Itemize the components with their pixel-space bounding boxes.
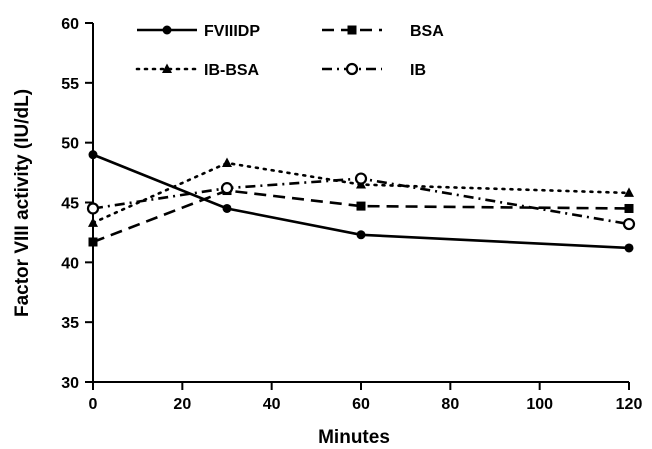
data-point — [624, 187, 634, 197]
data-point — [88, 217, 98, 227]
legend-item: FVIIIDP — [137, 23, 260, 40]
legend-label: FVIIIDP — [204, 23, 260, 40]
legend-label: IB — [410, 62, 426, 79]
series-line — [92, 177, 630, 226]
data-point — [88, 150, 98, 160]
series-line — [91, 161, 631, 225]
x-tick-label: 120 — [616, 396, 643, 413]
series-layer — [86, 150, 636, 253]
legend-label: BSA — [410, 23, 444, 40]
legend-marker — [162, 63, 172, 73]
data-point — [222, 203, 232, 213]
y-tick-label: 55 — [61, 76, 79, 93]
y-tick-label: 60 — [61, 16, 79, 33]
data-point — [222, 157, 232, 168]
series-ib — [86, 172, 636, 231]
data-point — [622, 217, 636, 231]
series-line — [92, 153, 630, 250]
y-ticks: 30 35 40 45 50 55 60 — [61, 16, 93, 392]
x-ticks: 0 20 40 60 80 100 120 — [89, 382, 643, 413]
x-tick-label: 40 — [263, 396, 281, 413]
series-line — [92, 189, 630, 244]
data-point — [356, 201, 366, 211]
legend-item: BSA — [322, 23, 444, 40]
data-point — [624, 243, 634, 253]
y-tick-label: 40 — [61, 255, 79, 272]
legend: FVIIIDP BSA IB-BSA IB — [135, 23, 444, 79]
x-tick-label: 0 — [89, 396, 98, 413]
data-point — [624, 203, 634, 213]
y-tick-label: 50 — [61, 136, 79, 153]
x-axis-title: Minutes — [318, 427, 390, 448]
y-tick-label: 35 — [61, 315, 79, 332]
data-point — [88, 237, 98, 247]
x-tick-label: 60 — [352, 396, 370, 413]
x-tick-label: 100 — [526, 396, 553, 413]
data-point — [220, 182, 234, 195]
data-point — [354, 172, 368, 185]
legend-marker — [347, 25, 357, 35]
y-tick-label: 45 — [61, 196, 79, 213]
data-point — [356, 230, 366, 240]
y-axis-title: Factor VIII activity (IU/dL) — [12, 89, 33, 317]
data-point — [86, 202, 100, 215]
legend-marker — [162, 25, 172, 35]
x-tick-label: 20 — [173, 396, 191, 413]
legend-item: IB-BSA — [135, 62, 260, 79]
legend-marker — [345, 62, 359, 76]
series-fviiidp — [88, 150, 634, 253]
x-tick-label: 80 — [441, 396, 459, 413]
y-tick-label: 30 — [61, 375, 79, 392]
legend-item: IB — [322, 62, 426, 79]
legend-label: IB-BSA — [204, 62, 260, 79]
series-ib-bsa — [88, 157, 634, 227]
